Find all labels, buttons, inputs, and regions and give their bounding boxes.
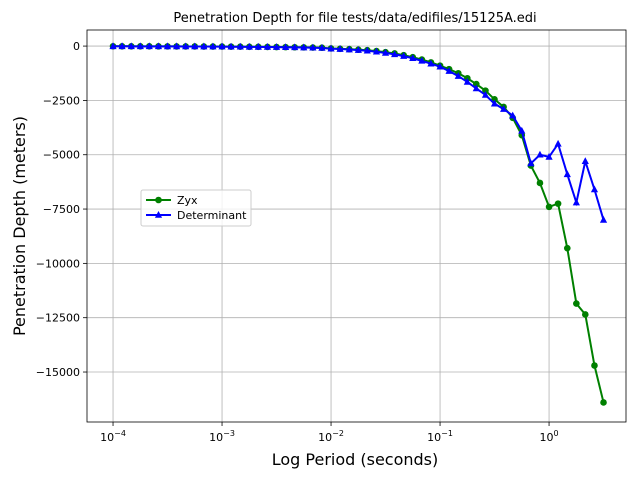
y-tick-label: −2500 xyxy=(43,94,80,107)
series xyxy=(109,42,608,223)
data-point xyxy=(109,42,117,50)
x-tick-base: 10 xyxy=(100,431,114,444)
legend-marker xyxy=(154,211,163,218)
x-tick-exponent: −4 xyxy=(114,429,126,438)
data-point xyxy=(409,54,417,62)
data-point xyxy=(472,80,480,88)
data-point xyxy=(291,43,299,51)
plot-frame xyxy=(86,29,627,423)
data-point xyxy=(573,300,580,307)
data-point xyxy=(145,42,153,50)
data-point xyxy=(318,43,326,51)
data-point xyxy=(154,42,163,50)
data-point xyxy=(445,67,453,74)
data-point xyxy=(272,43,281,50)
x-tick-label: 10−1 xyxy=(427,429,453,444)
data-point xyxy=(590,185,599,193)
data-point xyxy=(245,42,253,50)
data-point xyxy=(381,48,390,56)
data-point xyxy=(118,42,126,50)
x-tick-label: 10−3 xyxy=(209,429,235,444)
data-point xyxy=(536,150,544,158)
data-point xyxy=(545,152,553,160)
data-point xyxy=(354,46,362,53)
y-tick-label: −15000 xyxy=(36,366,80,379)
data-point xyxy=(336,45,344,52)
legend-marker xyxy=(155,196,162,204)
x-axis-label: Log Period (seconds) xyxy=(272,450,439,469)
data-point xyxy=(536,179,544,187)
x-tick-base: 10 xyxy=(209,431,223,444)
data-point xyxy=(436,62,444,70)
y-tick-label: −5000 xyxy=(43,149,80,162)
data-point xyxy=(309,43,317,51)
y-tick-label: −7500 xyxy=(43,203,80,216)
data-point xyxy=(509,111,517,119)
data-point xyxy=(581,311,589,318)
data-point xyxy=(191,42,199,50)
data-point xyxy=(472,84,480,92)
data-point xyxy=(345,45,353,53)
data-point xyxy=(463,77,471,85)
data-point xyxy=(482,87,489,94)
data-point xyxy=(490,99,499,107)
data-point xyxy=(599,215,608,223)
data-point xyxy=(427,59,435,67)
x-tick-base: 10 xyxy=(427,431,441,444)
data-point xyxy=(254,42,262,50)
y-tick-label: −10000 xyxy=(36,257,80,270)
data-point xyxy=(173,42,181,50)
data-point xyxy=(418,56,426,64)
data-point xyxy=(554,200,562,207)
x-tick-exponent: 0 xyxy=(554,429,559,438)
data-point xyxy=(391,50,399,58)
data-point xyxy=(527,159,535,167)
x-tick-label: 10−4 xyxy=(100,429,126,444)
data-point xyxy=(581,157,589,165)
x-tick-exponent: −1 xyxy=(441,429,453,438)
chart-title: Penetration Depth for file tests/data/ed… xyxy=(173,11,536,26)
data-point xyxy=(400,52,408,59)
data-point xyxy=(563,244,571,252)
data-point xyxy=(363,46,371,54)
data-point xyxy=(300,43,308,51)
x-tick-exponent: −2 xyxy=(332,429,344,438)
x-tick-exponent: −3 xyxy=(223,429,235,438)
data-point xyxy=(327,44,335,52)
data-point xyxy=(554,139,562,147)
x-tick-label: 100 xyxy=(540,429,559,444)
legend-label: Zyx xyxy=(177,194,198,207)
data-point xyxy=(282,43,290,51)
y-tick-label: −12500 xyxy=(36,312,80,325)
y-tick-label: 0 xyxy=(73,40,80,53)
data-point xyxy=(572,198,580,206)
data-point xyxy=(372,47,381,55)
data-point xyxy=(545,203,553,211)
data-point xyxy=(236,42,244,50)
data-point xyxy=(163,42,172,50)
data-point xyxy=(518,126,526,134)
data-point xyxy=(136,42,144,50)
data-point xyxy=(454,72,462,79)
data-point xyxy=(481,90,490,98)
x-tick-label: 10−2 xyxy=(318,429,344,444)
data-point xyxy=(500,105,508,112)
data-point xyxy=(591,362,598,369)
data-point xyxy=(209,42,217,50)
data-point xyxy=(200,42,208,50)
data-point xyxy=(182,42,190,50)
data-point xyxy=(218,42,226,50)
data-point xyxy=(600,399,607,406)
data-point xyxy=(227,42,235,50)
legend-label: Determinant xyxy=(177,209,247,222)
x-tick-base: 10 xyxy=(318,431,332,444)
data-point xyxy=(563,170,571,178)
data-point xyxy=(263,42,272,50)
y-axis-label: Penetration Depth (meters) xyxy=(10,116,29,336)
x-tick-base: 10 xyxy=(540,431,554,444)
data-point xyxy=(127,42,135,50)
